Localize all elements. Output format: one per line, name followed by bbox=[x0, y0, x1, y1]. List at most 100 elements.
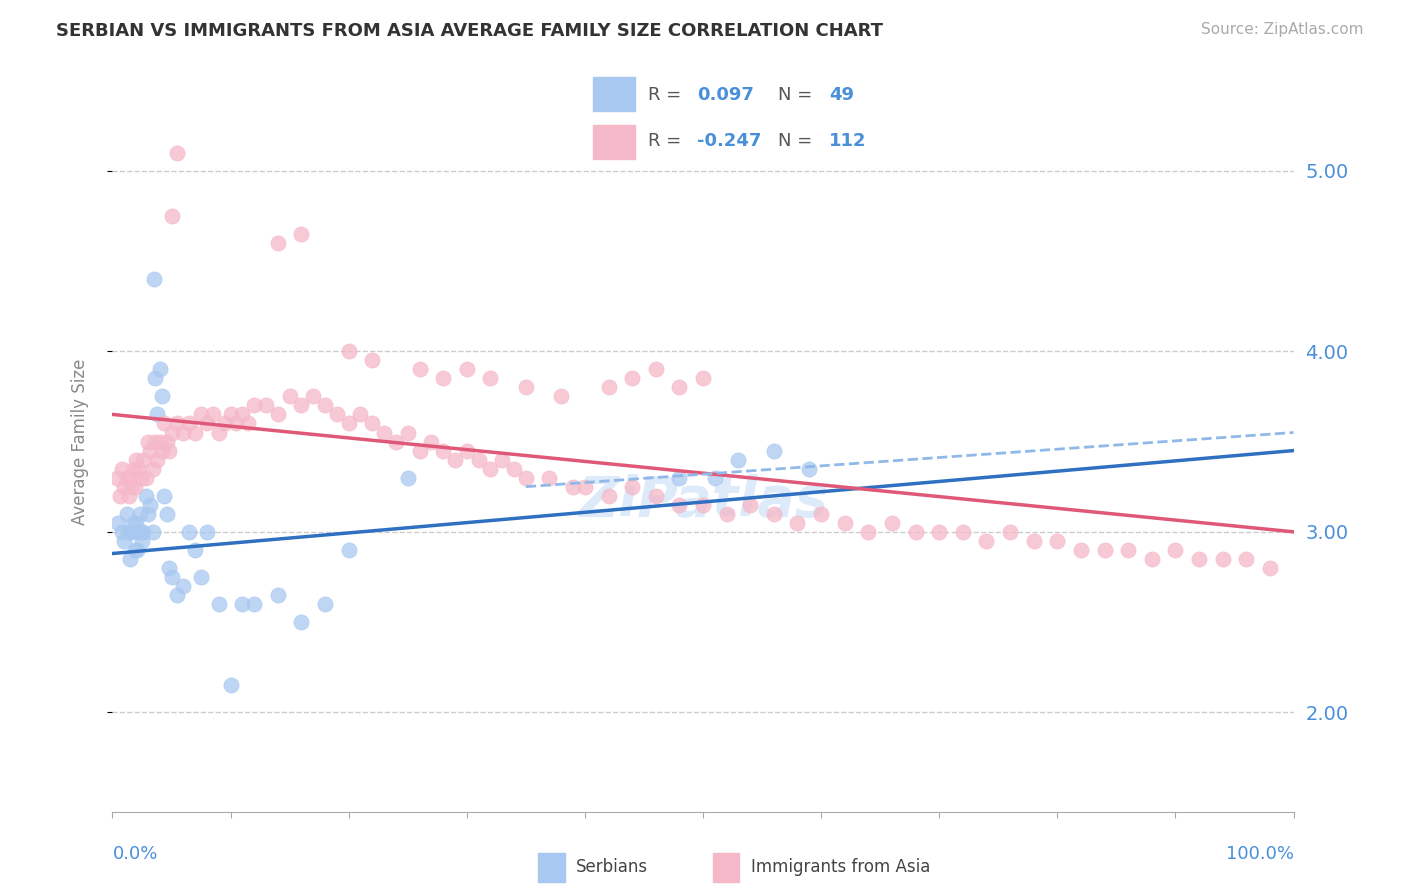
Point bbox=[1070, 542, 1092, 557]
Text: R =: R = bbox=[648, 132, 688, 150]
Point bbox=[132, 452, 155, 467]
Point bbox=[880, 516, 903, 530]
Point bbox=[120, 470, 142, 484]
Point bbox=[267, 588, 290, 602]
Point bbox=[621, 480, 644, 494]
Point bbox=[1046, 533, 1069, 548]
Point bbox=[408, 443, 430, 458]
Point bbox=[120, 552, 142, 566]
Point bbox=[120, 480, 142, 494]
Point bbox=[135, 489, 157, 503]
Point bbox=[456, 443, 478, 458]
Point bbox=[139, 498, 162, 512]
Text: 0.0%: 0.0% bbox=[112, 845, 157, 863]
Point bbox=[254, 399, 277, 413]
Point bbox=[195, 417, 218, 431]
Text: -0.247: -0.247 bbox=[697, 132, 761, 150]
Point bbox=[127, 524, 149, 539]
Text: 112: 112 bbox=[830, 132, 866, 150]
Point bbox=[243, 597, 266, 611]
Point bbox=[740, 498, 762, 512]
Point bbox=[112, 480, 135, 494]
Point bbox=[515, 470, 537, 484]
Text: 0.097: 0.097 bbox=[697, 86, 754, 103]
Point bbox=[1116, 542, 1139, 557]
Point bbox=[160, 570, 183, 584]
Point bbox=[1234, 552, 1257, 566]
Point bbox=[111, 461, 134, 475]
Point bbox=[115, 470, 138, 484]
Point bbox=[314, 399, 336, 413]
Point bbox=[998, 524, 1021, 539]
Point bbox=[129, 470, 152, 484]
Point bbox=[668, 498, 690, 512]
Point bbox=[166, 145, 188, 160]
Point bbox=[644, 362, 666, 376]
Point bbox=[267, 235, 290, 250]
Point bbox=[668, 380, 690, 394]
Text: N =: N = bbox=[778, 132, 817, 150]
Point bbox=[408, 362, 430, 376]
Point bbox=[150, 443, 173, 458]
Point bbox=[156, 434, 179, 449]
Point bbox=[136, 434, 159, 449]
Point bbox=[136, 507, 159, 521]
Point bbox=[190, 570, 212, 584]
Point bbox=[184, 425, 207, 440]
Point bbox=[128, 507, 150, 521]
Text: SERBIAN VS IMMIGRANTS FROM ASIA AVERAGE FAMILY SIZE CORRELATION CHART: SERBIAN VS IMMIGRANTS FROM ASIA AVERAGE … bbox=[56, 22, 883, 40]
Point bbox=[810, 507, 832, 521]
Text: 100.0%: 100.0% bbox=[1226, 845, 1294, 863]
Point bbox=[142, 524, 165, 539]
Text: N =: N = bbox=[778, 86, 817, 103]
Point bbox=[153, 489, 176, 503]
Point bbox=[326, 408, 349, 422]
Point bbox=[156, 507, 179, 521]
Point bbox=[143, 371, 166, 385]
Point bbox=[112, 533, 135, 548]
Point bbox=[598, 380, 620, 394]
Point bbox=[762, 443, 785, 458]
FancyBboxPatch shape bbox=[538, 854, 565, 881]
Point bbox=[515, 380, 537, 394]
FancyBboxPatch shape bbox=[593, 126, 636, 159]
Point bbox=[172, 425, 194, 440]
Point bbox=[302, 389, 325, 403]
Point bbox=[111, 524, 134, 539]
Point bbox=[1188, 552, 1211, 566]
Point bbox=[157, 561, 180, 575]
Point bbox=[361, 353, 384, 368]
Point bbox=[267, 408, 290, 422]
Point bbox=[692, 498, 714, 512]
Point bbox=[225, 417, 247, 431]
Point bbox=[219, 678, 242, 692]
Point bbox=[432, 443, 454, 458]
Text: ZiPatlas: ZiPatlas bbox=[578, 474, 828, 528]
Point bbox=[1164, 542, 1187, 557]
Point bbox=[491, 452, 513, 467]
FancyBboxPatch shape bbox=[713, 854, 740, 881]
Text: Serbians: Serbians bbox=[576, 858, 648, 877]
Point bbox=[598, 489, 620, 503]
Point bbox=[129, 524, 152, 539]
Text: Immigrants from Asia: Immigrants from Asia bbox=[751, 858, 929, 877]
Point bbox=[1140, 552, 1163, 566]
Point bbox=[184, 542, 207, 557]
Point bbox=[231, 597, 253, 611]
Point bbox=[143, 434, 166, 449]
Point bbox=[135, 470, 157, 484]
Point bbox=[762, 507, 785, 521]
Point bbox=[195, 524, 218, 539]
Point bbox=[314, 597, 336, 611]
Point bbox=[166, 588, 188, 602]
Point bbox=[146, 452, 169, 467]
Point bbox=[118, 524, 141, 539]
Point bbox=[190, 408, 212, 422]
Point bbox=[120, 524, 142, 539]
Point bbox=[1212, 552, 1234, 566]
Point bbox=[337, 542, 360, 557]
Point bbox=[160, 209, 183, 223]
Point bbox=[208, 425, 231, 440]
Point bbox=[727, 452, 749, 467]
Point bbox=[160, 425, 183, 440]
